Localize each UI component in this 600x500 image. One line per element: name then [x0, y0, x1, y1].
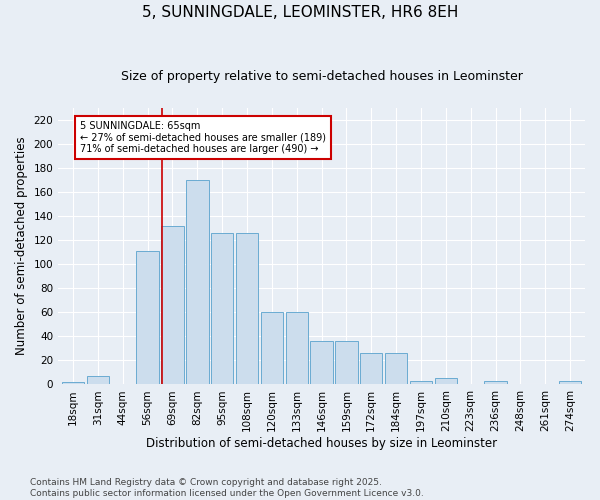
Y-axis label: Number of semi-detached properties: Number of semi-detached properties: [15, 137, 28, 356]
Bar: [335, 341, 358, 384]
Text: 5 SUNNINGDALE: 65sqm
← 27% of semi-detached houses are smaller (189)
71% of semi: 5 SUNNINGDALE: 65sqm ← 27% of semi-detac…: [80, 121, 326, 154]
Bar: [310, 341, 333, 384]
Title: Size of property relative to semi-detached houses in Leominster: Size of property relative to semi-detach…: [121, 70, 523, 83]
Bar: [484, 381, 507, 384]
Bar: [385, 353, 407, 384]
Bar: [286, 312, 308, 384]
Bar: [62, 382, 84, 384]
Text: 5, SUNNINGDALE, LEOMINSTER, HR6 8EH: 5, SUNNINGDALE, LEOMINSTER, HR6 8EH: [142, 5, 458, 20]
Bar: [161, 226, 184, 384]
Bar: [434, 378, 457, 384]
X-axis label: Distribution of semi-detached houses by size in Leominster: Distribution of semi-detached houses by …: [146, 437, 497, 450]
Bar: [559, 381, 581, 384]
Bar: [87, 376, 109, 384]
Bar: [410, 381, 432, 384]
Bar: [186, 180, 209, 384]
Bar: [260, 312, 283, 384]
Bar: [360, 353, 382, 384]
Bar: [136, 251, 159, 384]
Bar: [211, 233, 233, 384]
Bar: [236, 233, 258, 384]
Text: Contains HM Land Registry data © Crown copyright and database right 2025.
Contai: Contains HM Land Registry data © Crown c…: [30, 478, 424, 498]
